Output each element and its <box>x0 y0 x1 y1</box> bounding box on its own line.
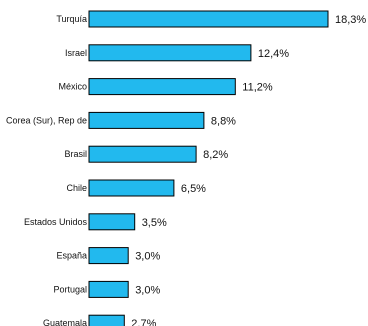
category-label: Brasil <box>64 149 87 159</box>
bar <box>88 213 136 231</box>
bar-group: Guatemala 2,7% <box>43 314 157 326</box>
category-label: Corea (Sur), Rep de <box>6 115 87 125</box>
category-label: México <box>58 82 87 92</box>
bar <box>88 78 236 96</box>
bar-group: Portugal 3,0% <box>53 280 160 298</box>
bar-group: Israel 12,4% <box>65 44 289 62</box>
category-label: Chile <box>66 183 87 193</box>
bar <box>88 179 175 197</box>
bar-group: Chile 6,5% <box>66 179 206 197</box>
category-label: Portugal <box>53 284 87 294</box>
bar <box>88 145 197 163</box>
value-label: 6,5% <box>181 183 206 195</box>
bar <box>88 280 129 298</box>
value-label: 11,2% <box>242 82 273 94</box>
category-label: Israel <box>65 48 87 58</box>
bar-group: Turquía 18,3% <box>56 10 366 28</box>
value-label: 3,0% <box>135 284 160 296</box>
value-label: 8,8% <box>211 115 236 127</box>
bar-group: Estados Unidos 3,5% <box>24 213 167 231</box>
category-label: Turquía <box>56 14 87 24</box>
category-label: Estados Unidos <box>24 217 88 227</box>
bar-group: España 3,0% <box>56 247 160 265</box>
bar <box>88 247 129 265</box>
value-label: 18,3% <box>335 14 366 26</box>
value-label: 3,0% <box>135 251 160 263</box>
category-label: España <box>56 251 87 261</box>
bar-group: Corea (Sur), Rep de 8,8% <box>6 111 236 129</box>
bar-group: México 11,2% <box>58 78 273 96</box>
value-label: 3,5% <box>142 217 167 229</box>
bar-group: Brasil 8,2% <box>64 145 228 163</box>
bar <box>88 10 329 28</box>
value-label: 2,7% <box>131 318 156 326</box>
value-label: 8,2% <box>203 149 228 161</box>
category-label: Guatemala <box>43 318 87 326</box>
value-label: 12,4% <box>258 48 289 60</box>
bar <box>88 314 125 326</box>
bar <box>88 111 205 129</box>
bar <box>88 44 252 62</box>
